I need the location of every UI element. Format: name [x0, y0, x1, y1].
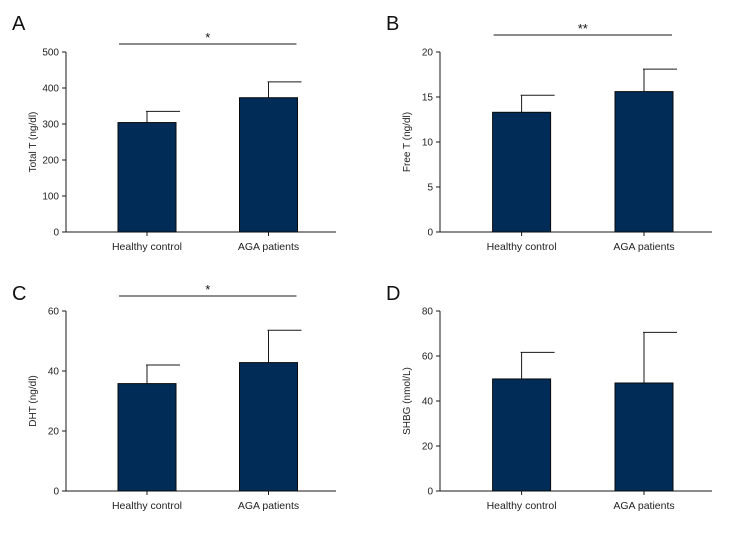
panel-b-ytick-label-0: 0	[427, 228, 433, 239]
panel-b-ytick-label-2: 10	[422, 138, 434, 149]
panel-d-category-label-0: Healthy control	[487, 500, 557, 512]
panel-a-ytick-label-5: 500	[42, 48, 59, 59]
panel-d-ylabel: SHBG (nmol/L)	[402, 367, 413, 435]
panel-a-bar-1	[239, 97, 298, 233]
panel-c-ytick-label-3: 60	[48, 307, 60, 318]
panel-a-category-label-1: AGA patients	[238, 241, 299, 253]
panel-c-category-label-0: Healthy control	[112, 500, 182, 512]
panel-b-category-label-1: AGA patients	[613, 241, 674, 253]
panel-a-category-label-0: Healthy control	[112, 241, 182, 253]
panel-d-ytick-label-0: 0	[427, 487, 433, 498]
panel-a-ytick-label-2: 200	[42, 156, 59, 167]
panel-b-ytick-label-1: 5	[427, 183, 433, 194]
panel-b-category-label-0: Healthy control	[487, 241, 557, 253]
panel-a-significance-marker: *	[205, 30, 210, 45]
panel-b-bar-1	[614, 91, 674, 233]
panel-b-bar-0	[492, 111, 552, 233]
panel-c-bar-0	[117, 383, 177, 492]
panel-a-ylabel: Total T (ng/dl)	[28, 112, 39, 173]
panel-a-bar-0	[117, 122, 177, 233]
panel-a-ytick-label-4: 400	[42, 84, 59, 95]
panel-b-ytick-label-3: 15	[422, 93, 434, 104]
panel-c-ytick-label-0: 0	[53, 487, 59, 498]
panel-c-ytick-label-1: 20	[48, 427, 60, 438]
panel-d-ytick-label-1: 20	[422, 442, 434, 453]
panel-a-ytick-label-3: 300	[42, 120, 59, 131]
panel-c-bar-1	[239, 362, 298, 492]
panel-d-bar-1	[614, 382, 674, 492]
panel-b-ytick-label-4: 20	[422, 48, 434, 59]
panel-d-category-label-1: AGA patients	[613, 500, 674, 512]
panel-b-ylabel: Free T (ng/dl)	[402, 112, 413, 172]
panel-a-letter: A	[12, 13, 26, 35]
panel-c-letter: C	[12, 283, 26, 305]
panel-d-ytick-label-2: 40	[422, 397, 434, 408]
panel-d-ytick-label-4: 80	[422, 307, 434, 318]
panel-d-letter: D	[386, 283, 400, 305]
panel-b-letter: B	[386, 13, 399, 35]
panel-c-significance-marker: *	[205, 282, 210, 297]
panel-b-significance-marker: **	[578, 21, 588, 36]
panel-d-ytick-label-3: 60	[422, 352, 434, 363]
panel-a-ytick-label-1: 100	[42, 192, 59, 203]
panel-a-ytick-label-0: 0	[53, 228, 59, 239]
panel-d-bar-0	[492, 378, 552, 492]
panel-c-ytick-label-2: 40	[48, 367, 60, 378]
panel-c-category-label-1: AGA patients	[238, 500, 299, 512]
panel-c-ylabel: DHT (ng/dl)	[28, 375, 39, 427]
